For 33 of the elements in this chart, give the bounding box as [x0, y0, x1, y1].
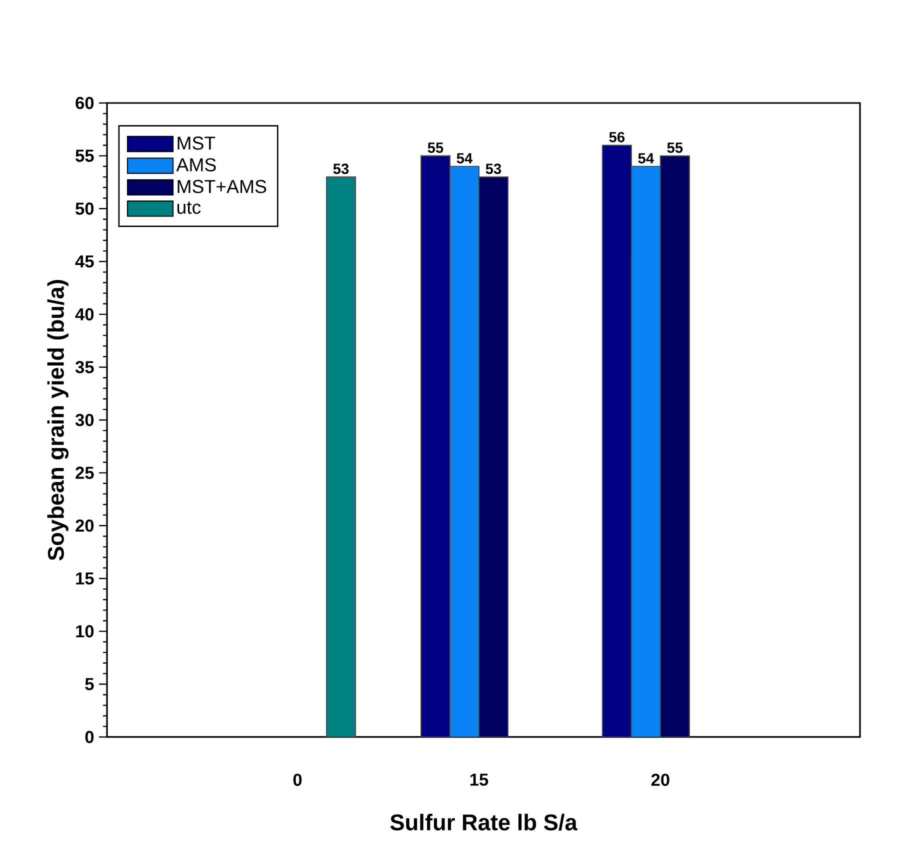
y-tick-label: 35 [75, 361, 94, 374]
legend-label: MST+AMS [178, 180, 266, 194]
bar [630, 166, 661, 737]
y-tick-label: 45 [75, 255, 94, 268]
y-tick-label: 50 [76, 202, 94, 215]
legend-label: utc [177, 202, 201, 214]
data-label: 53 [486, 164, 502, 174]
x-tick-label: 15 [470, 774, 488, 786]
x-tick-label: 0 [293, 774, 302, 786]
y-tick-label: 25 [76, 466, 94, 479]
y-tick-label: 40 [75, 308, 94, 320]
y-tick-label: 10 [76, 625, 94, 638]
data-label: 56 [609, 132, 625, 142]
data-label: 55 [428, 142, 444, 153]
x-tick-label: 20 [651, 774, 670, 786]
y-tick-label: 55 [76, 150, 94, 162]
y-tick-label: 60 [76, 96, 94, 110]
data-label: 54 [456, 153, 473, 164]
y-tick-label: 0 [85, 730, 94, 744]
y-tick-label: 30 [75, 414, 94, 426]
data-label: 54 [638, 153, 654, 164]
bar [449, 166, 480, 737]
x-axis-title: Sulfur Rate lb S/a [390, 814, 578, 831]
legend-label: MST [178, 136, 216, 150]
legend-label: AMS [176, 158, 216, 172]
bar [420, 155, 450, 737]
bar [602, 144, 632, 737]
data-label: 55 [667, 142, 683, 153]
data-label: 53 [333, 164, 349, 174]
y-tick-label: 5 [85, 678, 94, 690]
y-tick-label: 15 [76, 572, 94, 585]
y-axis-title: Soybean grain yield (bu/a) [47, 280, 69, 560]
y-tick-label: 20 [76, 520, 94, 532]
